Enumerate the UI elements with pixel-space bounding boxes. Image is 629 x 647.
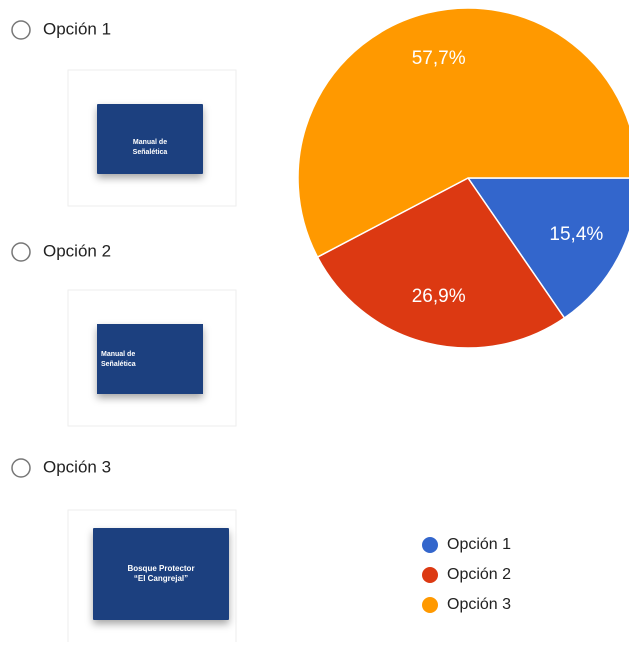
thumbnail-text: Manual de	[101, 351, 135, 358]
thumbnail-text: Bosque Protector	[127, 564, 194, 573]
legend-label: Opción 1	[447, 536, 511, 553]
page: Opción 1 Manual de Señalética Opción 2 Manua…	[0, 0, 629, 642]
option-label: Opción 2	[43, 241, 111, 260]
thumbnail-text: Señalética	[101, 361, 136, 368]
slice-label: 15,4%	[549, 224, 603, 245]
form-results: Opción 1 Manual de Señalética Opción 2 Manua…	[0, 0, 629, 642]
option-label: Opción 1	[43, 19, 111, 38]
thumbnail-text: “El Cangrejal”	[134, 574, 188, 583]
legend-swatch	[422, 597, 438, 613]
radio-button[interactable]	[12, 21, 30, 39]
radio-button[interactable]	[12, 243, 30, 261]
legend-label: Opción 2	[447, 566, 511, 583]
legend-label: Opción 3	[447, 596, 511, 613]
thumbnail-text: Señalética	[133, 149, 168, 156]
option-label: Opción 3	[43, 457, 111, 476]
thumbnail	[97, 324, 203, 394]
radio-button[interactable]	[12, 459, 30, 477]
slice-label: 57,7%	[412, 48, 466, 69]
legend-swatch	[422, 567, 438, 583]
legend-swatch	[422, 537, 438, 553]
slice-label: 26,9%	[412, 286, 466, 307]
thumbnail-text: Manual de	[133, 139, 167, 146]
